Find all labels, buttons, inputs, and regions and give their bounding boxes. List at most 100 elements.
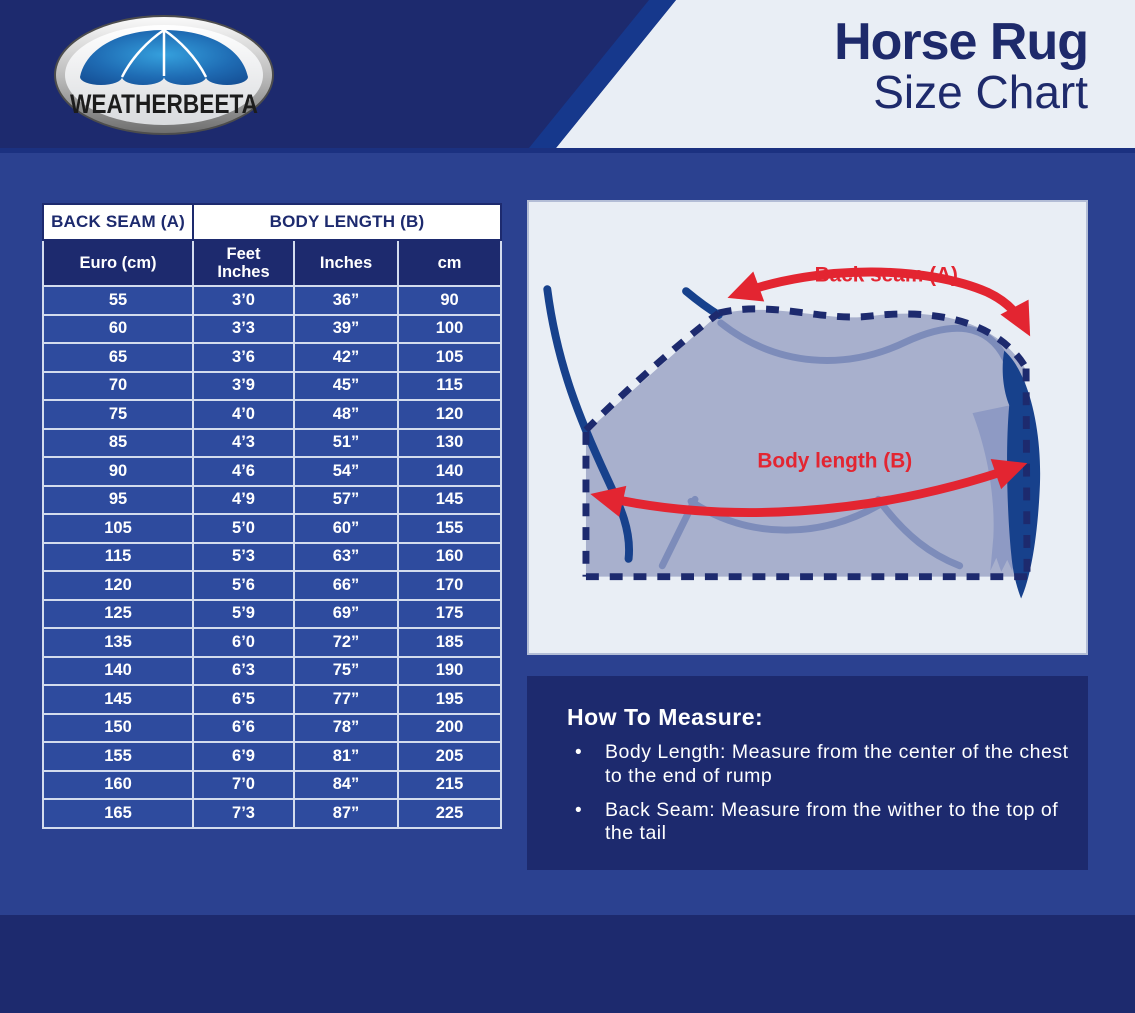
page-subtitle: Size Chart [873, 66, 1088, 119]
table-cell: 36” [293, 285, 399, 316]
table-cell: 57” [293, 484, 399, 515]
table-cell: 78” [293, 712, 399, 743]
table-cell: 185 [397, 627, 502, 658]
table-row: 65 3’6 42” 105 [42, 342, 502, 373]
table-cell: 120 [42, 570, 194, 601]
table-cell: 4’9 [192, 484, 295, 515]
col-header-feet-inches: Feet Inches [192, 239, 295, 287]
table-row: 95 4’9 57” 145 [42, 484, 502, 515]
umbrella-icon [80, 28, 248, 85]
table-cell: 5’3 [192, 541, 295, 572]
table-row: 55 3’0 36” 90 [42, 285, 502, 316]
table-cell: 4’6 [192, 456, 295, 487]
table-cell: 120 [397, 399, 502, 430]
table-cell: 45” [293, 370, 399, 401]
table-cell: 48” [293, 399, 399, 430]
table-cell: 75 [42, 399, 194, 430]
table-cell: 145 [42, 684, 194, 715]
back-seam-arrow [727, 267, 1031, 337]
table-cell: 66” [293, 570, 399, 601]
how-to-measure-box: How To Measure: Body Length: Measure fro… [527, 676, 1088, 870]
table-cell: 39” [293, 313, 399, 344]
table-cell: 63” [293, 541, 399, 572]
table-cell: 7’3 [192, 798, 295, 829]
table-cell: 51” [293, 427, 399, 458]
table-cell: 75” [293, 655, 399, 686]
table-cell: 6’5 [192, 684, 295, 715]
body-length-arrow [590, 458, 1028, 517]
table-row: 115 5’3 63” 160 [42, 541, 502, 572]
table-cell: 205 [397, 741, 502, 772]
table-row: 145 6’5 77” 195 [42, 684, 502, 715]
table-cell: 155 [42, 741, 194, 772]
group-header-back-seam: BACK SEAM (A) [42, 203, 194, 241]
table-cell: 160 [397, 541, 502, 572]
table-row: 140 6’3 75” 190 [42, 655, 502, 686]
table-row: 155 6’9 81” 205 [42, 741, 502, 772]
footer-band [0, 915, 1135, 1013]
table-cell: 125 [42, 598, 194, 629]
table-row: 120 5’6 66” 170 [42, 570, 502, 601]
table-cell: 69” [293, 598, 399, 629]
column-header-row: Euro (cm) Feet Inches Inches cm [42, 239, 502, 287]
table-cell: 5’0 [192, 513, 295, 544]
back-seam-label: Back seam (A) [815, 263, 958, 286]
table-cell: 7’0 [192, 769, 295, 800]
table-cell: 42” [293, 342, 399, 373]
table-cell: 195 [397, 684, 502, 715]
table-row: 150 6’6 78” 200 [42, 712, 502, 743]
measurement-diagram: Back seam (A) Body length (B) [527, 200, 1088, 655]
table-cell: 165 [42, 798, 194, 829]
table-cell: 6’0 [192, 627, 295, 658]
table-cell: 140 [42, 655, 194, 686]
table-row: 60 3’3 39” 100 [42, 313, 502, 344]
table-cell: 6’9 [192, 741, 295, 772]
table-cell: 3’0 [192, 285, 295, 316]
header: Horse Rug Size Chart [0, 0, 1135, 153]
table-row: 160 7’0 84” 215 [42, 769, 502, 800]
table-row: 135 6’0 72” 185 [42, 627, 502, 658]
table-cell: 155 [397, 513, 502, 544]
table-row: 125 5’9 69” 175 [42, 598, 502, 629]
col-header-cm: cm [397, 239, 502, 287]
table-cell: 77” [293, 684, 399, 715]
table-cell: 6’6 [192, 712, 295, 743]
horse-diagram-svg: Back seam (A) Body length (B) [543, 263, 1041, 599]
table-row: 105 5’0 60” 155 [42, 513, 502, 544]
table-cell: 90 [42, 456, 194, 487]
weatherbeeta-logo: WEATHERBEETA [54, 15, 274, 135]
table-cell: 100 [397, 313, 502, 344]
table-cell: 81” [293, 741, 399, 772]
table-row: 70 3’9 45” 115 [42, 370, 502, 401]
table-cell: 3’3 [192, 313, 295, 344]
content: BACK SEAM (A) BODY LENGTH (B) Euro (cm) … [0, 153, 1135, 915]
horse-mane-line [682, 287, 723, 319]
table-cell: 225 [397, 798, 502, 829]
table-cell: 55 [42, 285, 194, 316]
horse-body-shape [585, 309, 1028, 577]
table-cell: 85 [42, 427, 194, 458]
table-row: 75 4’0 48” 120 [42, 399, 502, 430]
table-cell: 72” [293, 627, 399, 658]
table-cell: 5’6 [192, 570, 295, 601]
how-to-measure-item: Body Length: Measure from the center of … [567, 741, 1070, 789]
table-cell: 170 [397, 570, 502, 601]
table-cell: 130 [397, 427, 502, 458]
table-cell: 60” [293, 513, 399, 544]
table-cell: 135 [42, 627, 194, 658]
group-header-body-length: BODY LENGTH (B) [192, 203, 502, 241]
logo-text: WEATHERBEETA [70, 89, 258, 119]
table-cell: 200 [397, 712, 502, 743]
table-cell: 54” [293, 456, 399, 487]
table-cell: 60 [42, 313, 194, 344]
table-cell: 115 [397, 370, 502, 401]
table-cell: 150 [42, 712, 194, 743]
table-cell: 190 [397, 655, 502, 686]
table-cell: 3’6 [192, 342, 295, 373]
table-cell: 84” [293, 769, 399, 800]
table-cell: 65 [42, 342, 194, 373]
table-cell: 90 [397, 285, 502, 316]
body-length-label: Body length (B) [757, 450, 912, 473]
table-cell: 4’0 [192, 399, 295, 430]
